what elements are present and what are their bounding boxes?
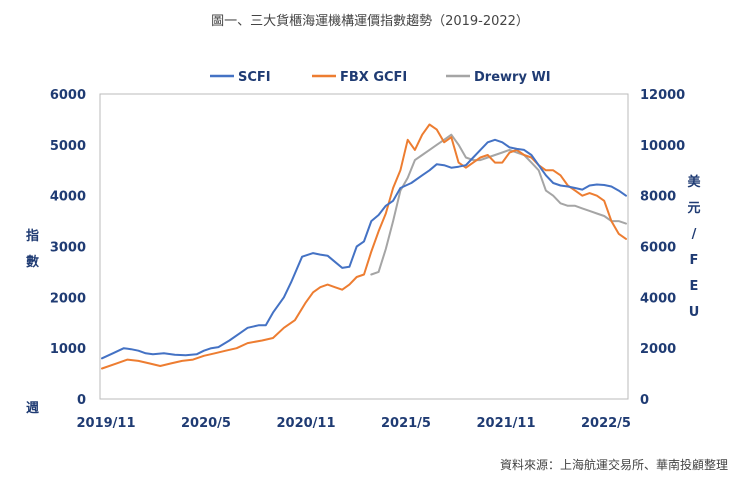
right-tick-label: 12000 xyxy=(640,88,685,103)
series-line-drewry-wi xyxy=(370,133,627,276)
right-tick-label: 0 xyxy=(640,393,649,408)
source-note: 資料來源：上海航運交易所、華南投顧整理 xyxy=(499,458,728,472)
legend-label-fbx: FBX GCFI xyxy=(340,70,407,85)
right-axis-label-char: E xyxy=(690,279,699,294)
plot-frame xyxy=(99,93,629,400)
right-tick-label: 8000 xyxy=(640,190,676,205)
series-line-scfi xyxy=(101,138,627,360)
legend-label-drewry: Drewry WI xyxy=(474,70,551,85)
x-tick-label: 2022/5 xyxy=(581,416,631,431)
left-tick-label: 4000 xyxy=(50,190,86,205)
x-tick-label: 2019/11 xyxy=(76,416,135,431)
left-tick-label: 3000 xyxy=(50,241,86,256)
right-tick-label: 10000 xyxy=(640,139,685,154)
x-tick-label: 2020/5 xyxy=(181,416,231,431)
right-tick-label: 4000 xyxy=(640,291,676,306)
right-axis-label-char: 美 xyxy=(687,174,701,190)
x-tick-label: 2021/11 xyxy=(476,416,535,431)
left-tick-label: 6000 xyxy=(50,88,86,103)
x-axis-unit: 週 xyxy=(26,401,39,416)
right-axis-label-char: U xyxy=(689,305,700,320)
right-axis-label-char: 元 xyxy=(687,201,700,216)
series-line-fbx-gcfi xyxy=(101,123,627,370)
left-tick-label: 5000 xyxy=(50,139,86,154)
right-tick-label: 6000 xyxy=(640,241,676,256)
x-tick-label: 2020/11 xyxy=(276,416,335,431)
left-tick-label: 2000 xyxy=(50,291,86,306)
left-axis-label: 指數 xyxy=(26,228,39,270)
legend: SCFI FBX GCFI Drewry WI xyxy=(210,70,551,85)
left-tick-label: 1000 xyxy=(50,342,86,357)
chart-title: 圖一、三大貨櫃海運機構運價指數趨勢（2019-2022） xyxy=(211,14,529,29)
right-axis-label-char: F xyxy=(690,253,699,268)
x-tick-label: 2021/5 xyxy=(381,416,431,431)
right-tick-label: 2000 xyxy=(640,342,676,357)
right-axis-label-char: / xyxy=(692,227,697,242)
left-tick-label: 0 xyxy=(77,393,86,408)
legend-label-scfi: SCFI xyxy=(238,70,271,85)
